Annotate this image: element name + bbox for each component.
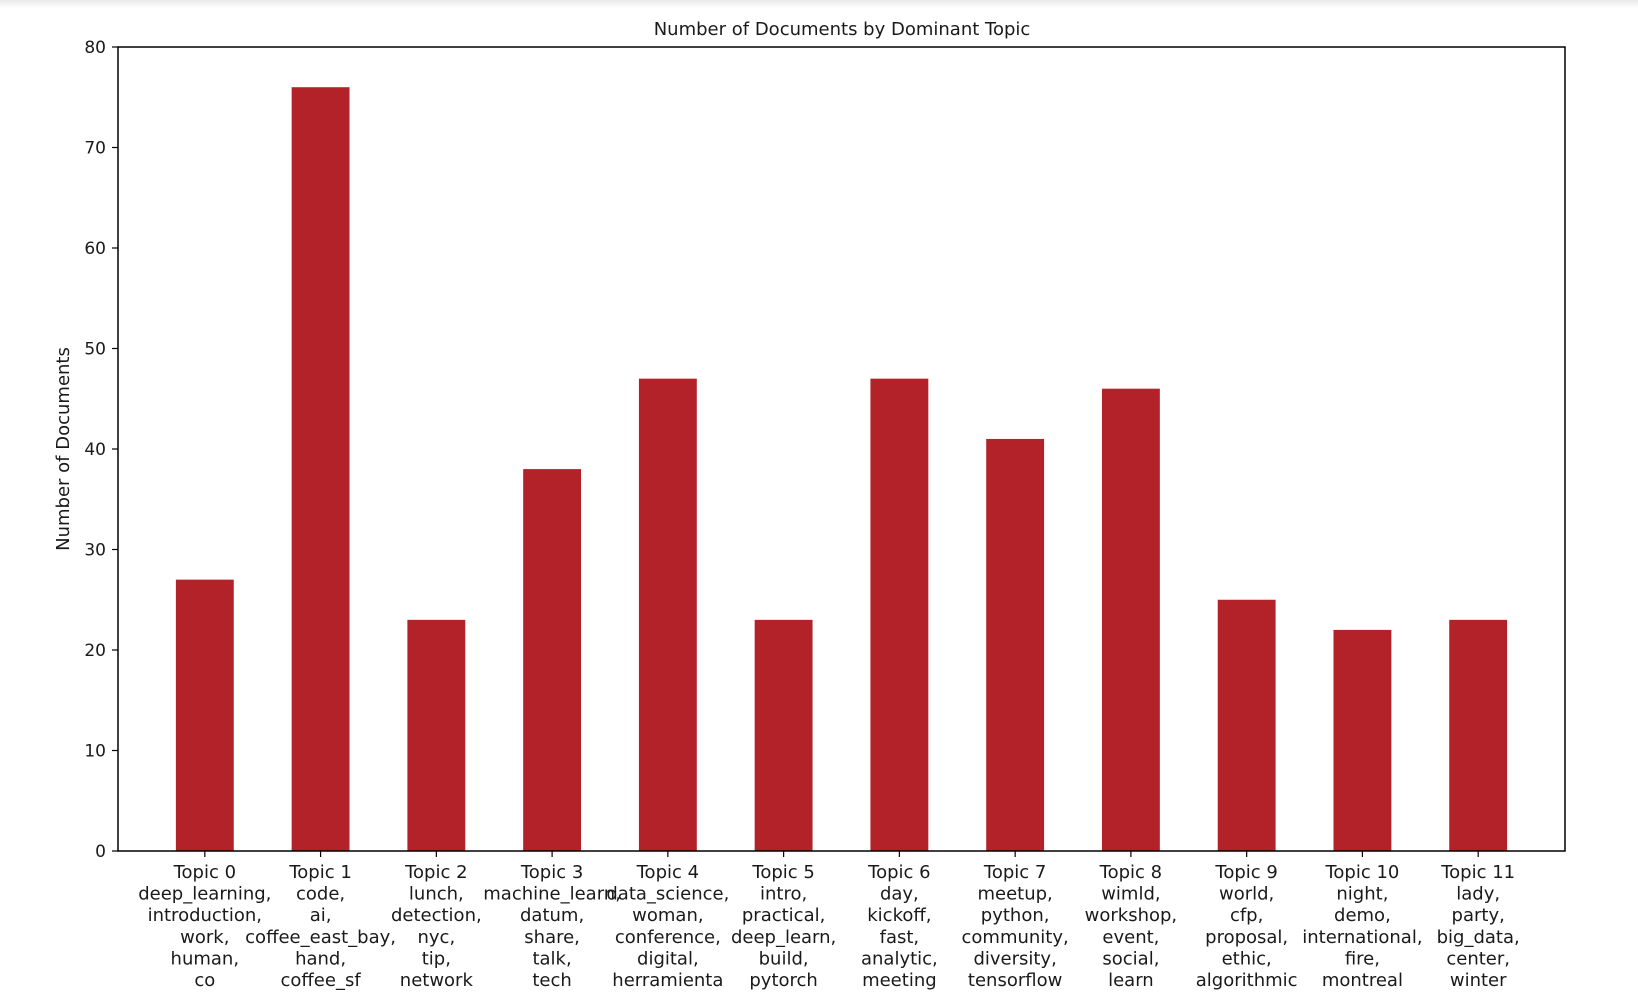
bar-topic-11 <box>1449 619 1508 851</box>
x-tick-label-topic-4: Topic 4 data_science, woman, conference, dig… <box>606 862 729 991</box>
bar-topic-0 <box>175 579 234 851</box>
y-axis: 0 10 20 30 40 50 60 70 80 <box>84 38 118 862</box>
chart-title: Number of Documents by Dominant Topic <box>654 19 1031 40</box>
bars-group <box>175 87 1508 851</box>
bar-topic-7 <box>986 438 1045 851</box>
x-tick-label-topic-3: Topic 3 machine_learn, datum, share, talk, te… <box>483 862 621 991</box>
y-tick-label: 50 <box>84 340 106 360</box>
bar-topic-4 <box>638 378 697 851</box>
x-tick-label-topic-10: Topic 10 night, demo, international, fire, mo… <box>1302 862 1422 991</box>
bar-topic-9 <box>1217 599 1276 851</box>
plot-frame <box>117 46 1566 852</box>
bar-topic-10 <box>1333 629 1392 851</box>
x-tick-label-topic-5: Topic 5 intro, practical, deep_learn, build,… <box>731 862 836 991</box>
x-tick-label-topic-0: Topic 0 deep_learning, introduction, work, h… <box>138 862 271 991</box>
bar-topic-6 <box>870 378 929 851</box>
bar-topic-1 <box>291 87 350 851</box>
x-tick-label-topic-6: Topic 6 day, kickoff, fast, analytic, meeting <box>861 862 938 991</box>
window-top-edge <box>0 0 1638 8</box>
y-tick-label: 60 <box>84 239 106 259</box>
y-tick-label: 20 <box>84 641 106 661</box>
y-tick-label: 70 <box>84 139 106 159</box>
x-tick-label-topic-7: Topic 7 meetup, python, community, diversity… <box>962 862 1069 991</box>
bar-topic-5 <box>754 619 813 851</box>
x-tick-label-topic-2: Topic 2 lunch, detection, nyc, tip, network <box>391 862 482 991</box>
x-axis: Topic 0 deep_learning, introduction, work, h… <box>138 851 1520 991</box>
x-tick-label-topic-11: Topic 11 lady, party, big_data, center, winte… <box>1437 862 1520 991</box>
x-tick-label-topic-9: Topic 9 world, cfp, proposal, ethic, algorith… <box>1196 862 1298 991</box>
y-tick-label: 10 <box>84 742 106 762</box>
y-tick-label: 30 <box>84 541 106 561</box>
y-tick-label: 0 <box>95 842 106 862</box>
y-tick-label: 40 <box>84 440 106 460</box>
bar-topic-8 <box>1101 388 1160 851</box>
bar-topic-3 <box>523 469 582 851</box>
bar-topic-2 <box>407 619 466 851</box>
x-tick-label-topic-1: Topic 1 code, ai, coffee_east_bay, hand, coff… <box>245 862 396 991</box>
y-axis-label: Number of Documents <box>53 347 74 551</box>
y-tick-label: 80 <box>84 38 106 58</box>
x-tick-label-topic-8: Topic 8 wimld, workshop, event, social, learn <box>1085 862 1178 991</box>
